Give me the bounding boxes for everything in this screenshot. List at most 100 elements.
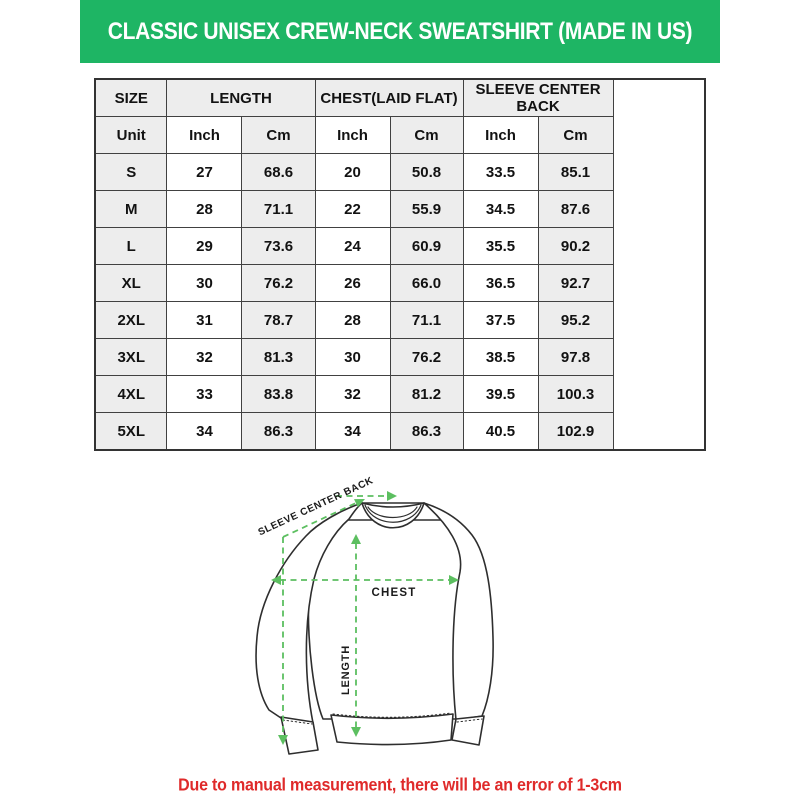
- unit-cell: Cm: [389, 116, 464, 154]
- value-cell: 38.5: [462, 338, 539, 376]
- collar: [361, 502, 425, 529]
- measurement-diagram: SLEEVE CENTER BACK CHEST LENGTH: [0, 468, 800, 773]
- unit-cell: Cm: [537, 116, 614, 154]
- measurement-note-text: Due to manual measurement, there will be…: [178, 776, 622, 795]
- unit-header-row: Unit Inch Cm Inch Cm Inch Cm: [94, 116, 705, 154]
- value-cell: 86.3: [389, 412, 464, 451]
- value-cell: 40.5: [462, 412, 539, 451]
- group-header-row: SIZE LENGTH CHEST(LAID FLAT) SLEEVE CENT…: [94, 78, 705, 117]
- value-cell: 55.9: [389, 190, 464, 228]
- value-cell: 95.2: [537, 301, 614, 339]
- value-cell: 32: [314, 375, 391, 413]
- header-chest: CHEST(LAID FLAT): [314, 78, 464, 117]
- page-title: CLASSIC UNISEX CREW-NECK SWEATSHIRT (MAD…: [107, 17, 693, 45]
- value-cell: 92.7: [537, 264, 614, 302]
- value-cell: 34: [166, 412, 243, 451]
- chest-measure-line: [271, 575, 459, 585]
- value-cell: 30: [166, 264, 243, 302]
- left-cuff-stitch-line: [282, 719, 313, 725]
- value-cell: 33: [166, 375, 243, 413]
- value-cell: 30: [314, 338, 391, 376]
- value-cell: 34.5: [462, 190, 539, 228]
- value-cell: 28: [314, 301, 391, 339]
- hem-stitch-line: [332, 712, 452, 718]
- unit-label-cell: Unit: [94, 116, 168, 154]
- table-row: S 27 68.6 20 50.8 33.5 85.1: [94, 153, 705, 191]
- collar-rim: [361, 502, 425, 508]
- size-cell: S: [94, 153, 168, 191]
- value-cell: 76.2: [389, 338, 464, 376]
- sweatshirt-outline: [255, 502, 494, 755]
- value-cell: 78.7: [241, 301, 316, 339]
- table-row: XL 30 76.2 26 66.0 36.5 92.7: [94, 264, 705, 302]
- sweatshirt-diagram-svg: SLEEVE CENTER BACK CHEST LENGTH: [255, 475, 494, 755]
- value-cell: 37.5: [462, 301, 539, 339]
- value-cell: 33.5: [462, 153, 539, 191]
- collar-rib-1: [364, 504, 422, 523]
- value-cell: 97.8: [537, 338, 614, 376]
- left-cuff: [280, 716, 319, 755]
- banner: CLASSIC UNISEX CREW-NECK SWEATSHIRT (MAD…: [80, 0, 720, 63]
- value-cell: 100.3: [537, 375, 614, 413]
- size-cell: 5XL: [94, 412, 168, 451]
- arrow-down-icon: [351, 727, 361, 737]
- length-label: LENGTH: [340, 645, 352, 695]
- size-cell: 2XL: [94, 301, 168, 339]
- sleeve-measure-line: [278, 491, 397, 745]
- chest-label: CHEST: [372, 587, 417, 599]
- arrow-up-right-icon: [354, 499, 365, 508]
- value-cell: 66.0: [389, 264, 464, 302]
- table-row: M 28 71.1 22 55.9 34.5 87.6: [94, 190, 705, 228]
- value-cell: 73.6: [241, 227, 316, 265]
- unit-cell: Inch: [314, 116, 391, 154]
- header-size: SIZE: [94, 78, 168, 117]
- table-row: 2XL 31 78.7 28 71.1 37.5 95.2: [94, 301, 705, 339]
- right-sleeve: [423, 502, 494, 721]
- unit-cell: Inch: [166, 116, 243, 154]
- size-cell: XL: [94, 264, 168, 302]
- table-row: 4XL 33 83.8 32 81.2 39.5 100.3: [94, 375, 705, 413]
- value-cell: 68.6: [241, 153, 316, 191]
- unit-cell: Cm: [241, 116, 316, 154]
- length-measure-line: [351, 534, 361, 737]
- size-cell: 4XL: [94, 375, 168, 413]
- arrow-down-icon: [278, 735, 288, 745]
- value-cell: 27: [166, 153, 243, 191]
- arrow-right-icon: [449, 575, 459, 585]
- value-cell: 71.1: [389, 301, 464, 339]
- right-cuff: [451, 715, 485, 746]
- hem-band: [330, 713, 454, 746]
- unit-cell: Inch: [462, 116, 539, 154]
- value-cell: 26: [314, 264, 391, 302]
- arrow-left-icon: [271, 575, 281, 585]
- value-cell: 50.8: [389, 153, 464, 191]
- value-cell: 22: [314, 190, 391, 228]
- value-cell: 76.2: [241, 264, 316, 302]
- table-row: 5XL 34 86.3 34 86.3 40.5 102.9: [94, 412, 705, 451]
- measurement-lines: [271, 491, 459, 745]
- arrow-up-icon: [351, 534, 361, 544]
- value-cell: 86.3: [241, 412, 316, 451]
- right-cuff-stitch-line: [456, 718, 483, 723]
- value-cell: 81.2: [389, 375, 464, 413]
- size-chart-table: SIZE LENGTH CHEST(LAID FLAT) SLEEVE CENT…: [93, 78, 707, 451]
- value-cell: 102.9: [537, 412, 614, 451]
- value-cell: 87.6: [537, 190, 614, 228]
- size-cell: 3XL: [94, 338, 168, 376]
- value-cell: 24: [314, 227, 391, 265]
- size-cell: L: [94, 227, 168, 265]
- value-cell: 20: [314, 153, 391, 191]
- value-cell: 35.5: [462, 227, 539, 265]
- value-cell: 34: [314, 412, 391, 451]
- header-sleeve: SLEEVE CENTER BACK: [462, 78, 614, 117]
- value-cell: 90.2: [537, 227, 614, 265]
- value-cell: 83.8: [241, 375, 316, 413]
- collar-rib-2: [367, 506, 418, 518]
- measurement-note: Due to manual measurement, there will be…: [0, 776, 800, 795]
- value-cell: 28: [166, 190, 243, 228]
- value-cell: 71.1: [241, 190, 316, 228]
- value-cell: 81.3: [241, 338, 316, 376]
- value-cell: 29: [166, 227, 243, 265]
- value-cell: 32: [166, 338, 243, 376]
